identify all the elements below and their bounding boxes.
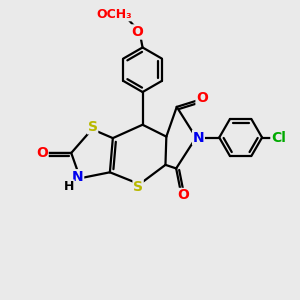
Text: Cl: Cl (271, 130, 286, 145)
Text: OCH₃: OCH₃ (96, 8, 132, 21)
Text: O: O (36, 146, 48, 160)
Text: O: O (177, 188, 189, 203)
Text: H: H (64, 180, 74, 193)
Text: S: S (133, 180, 143, 194)
Text: N: N (72, 170, 84, 184)
Text: O: O (196, 91, 208, 105)
Text: O: O (131, 25, 143, 39)
Text: N: N (193, 130, 204, 145)
Text: S: S (88, 120, 98, 134)
